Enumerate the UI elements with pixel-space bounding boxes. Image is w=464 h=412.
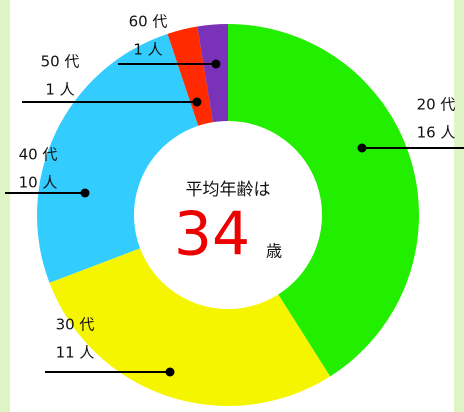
chart: 平均年齢は 34 歳 20 代 16 人 30 代 11 人 40 代 10 人 50 代 1… [0,0,464,412]
value-label: 1 人 [133,41,162,59]
center-unit: 歳 [266,242,282,261]
value-label: 10 人 [19,174,58,192]
category-label: 40 代 [19,146,58,164]
category-label: 30 代 [56,316,95,334]
callout-dot [358,144,367,153]
center-value: 34 [174,200,250,270]
value-label: 11 人 [56,344,95,362]
callout-dot [166,368,175,377]
category-label: 60 代 [129,13,168,31]
value-label: 16 人 [417,124,456,142]
category-label: 20 代 [417,96,456,114]
value-label: 1 人 [45,81,74,99]
callout-dot [212,60,221,69]
category-label: 50 代 [41,53,80,71]
callout-dot [193,98,202,107]
callout-dot [81,189,90,198]
center-label: 平均年齢は [186,180,271,200]
